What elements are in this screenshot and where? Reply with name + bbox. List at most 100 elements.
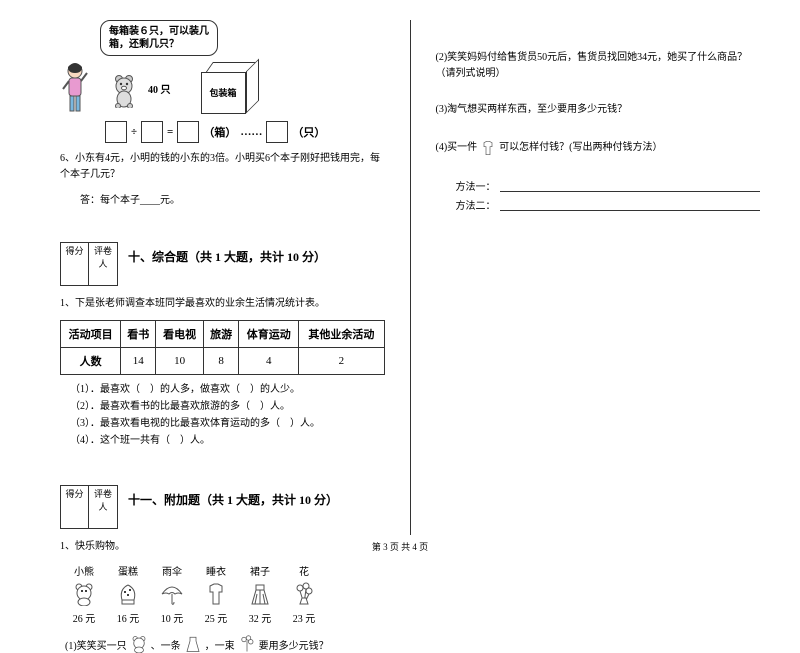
umbrella-icon	[158, 580, 186, 608]
shop-item-pajama: 睡衣 25 元	[202, 563, 230, 625]
score-blank	[89, 271, 117, 285]
item-name: 睡衣	[206, 563, 226, 578]
col-0: 看书	[121, 321, 156, 348]
eq-blank	[141, 121, 163, 143]
right-q2: (2)笑笑妈妈付给售货员50元后，售货员找回她34元，她买了什么商品？（请列式说…	[436, 50, 761, 82]
val-3: 4	[239, 348, 299, 375]
bubble-text: 每箱装６只，可以装几箱，还剩几只？	[109, 26, 209, 50]
q1-part-1: 、一条	[151, 637, 181, 652]
q6-text: 6、小东有4元，小明的钱的小东的3倍。小明买6个本子刚好把钱用完，每个本子几元？	[60, 153, 380, 180]
underline	[500, 180, 761, 192]
val-2: 8	[204, 348, 239, 375]
q1-part-0: (1)笑笑买一只	[65, 637, 127, 652]
question-6: 6、小东有4元，小明的钱的小东的3倍。小明买6个本子刚好把钱用完，每个本子几元？	[60, 151, 385, 183]
item-price: 10 元	[161, 610, 184, 625]
plush-toy-icon	[110, 74, 138, 104]
equation-row: ÷ = （箱） …… （只）	[105, 121, 385, 143]
sub-q-3: （3）．最喜欢看电视的比最喜欢体育运动的多（ ）人。	[70, 415, 385, 432]
score-label-b: 评卷人	[89, 243, 117, 271]
score-blank	[61, 271, 89, 285]
item-name: 雨伞	[162, 563, 182, 578]
score-label-a: 得分	[61, 243, 89, 271]
table-row: 人数 14 10 8 4 2	[61, 348, 385, 375]
item-name: 小熊	[74, 563, 94, 578]
table-row: 活动项目 看书 看电视 旅游 体育运动 其他业余活动	[61, 321, 385, 348]
packing-box-icon: 包装箱	[201, 64, 256, 114]
flower-icon-small	[238, 635, 256, 653]
section-10-intro: 1、下是张老师调查本班同学最喜欢的业余生活情况统计表。	[60, 296, 385, 312]
sub-q-4: （4）．这个班一共有（ ）人。	[70, 432, 385, 449]
method-1: 方法一：	[456, 178, 761, 193]
val-0: 14	[121, 348, 156, 375]
right-q4: (4)买一件 可以怎样付钱？(写出两种付钱方法）	[436, 138, 761, 158]
val-4: 2	[299, 348, 384, 375]
q6-answer: 答：每个本子____元。	[80, 191, 385, 206]
col-3: 体育运动	[239, 321, 299, 348]
method-1-label: 方法一：	[456, 178, 496, 193]
col-4: 其他业余活动	[299, 321, 384, 348]
sub-q-2: （2）．最喜欢看书的比最喜欢旅游的多（ ）人。	[70, 398, 385, 415]
score-grid: 得分 评卷人	[60, 242, 118, 286]
shop-item-bear: 小熊 26 元	[70, 563, 98, 625]
speech-bubble: 每箱装６只，可以装几箱，还剩几只？	[100, 20, 218, 56]
box-label: 包装箱	[209, 86, 236, 99]
unit-box: （箱）	[203, 124, 236, 140]
bear-icon	[70, 580, 98, 608]
shop-grid: 小熊 26 元 蛋糕 16 元 雨伞 10 元	[70, 563, 385, 625]
stats-table: 活动项目 看书 看电视 旅游 体育运动 其他业余活动 人数 14 10 8 4 …	[60, 320, 385, 375]
op-eq: =	[167, 126, 173, 138]
section-11-head: 得分 评卷人 十一、附加题（共 1 大题，共计 10 分）	[60, 467, 385, 531]
col-1: 看电视	[156, 321, 204, 348]
skirt-icon	[246, 580, 274, 608]
col-2: 旅游	[204, 321, 239, 348]
item-price: 32 元	[249, 610, 272, 625]
score-label-a: 得分	[61, 486, 89, 514]
header-label: 活动项目	[61, 321, 121, 348]
item-name: 蛋糕	[118, 563, 138, 578]
section-10-head: 得分 评卷人 十、综合题（共 1 大题，共计 10 分）	[60, 224, 385, 288]
method-2: 方法二：	[456, 197, 761, 212]
shop-item-umbrella: 雨伞 10 元	[158, 563, 186, 625]
item-price: 25 元	[205, 610, 228, 625]
right-q3: (3)淘气想买两样东西，至少要用多少元钱？	[436, 102, 761, 118]
eq-blank	[105, 121, 127, 143]
val-1: 10	[156, 348, 204, 375]
q1-line: (1)笑笑买一只 、一条 ，一束 要用多少元钱？	[65, 635, 385, 653]
score-blank	[89, 514, 117, 528]
section-11-title: 十一、附加题（共 1 大题，共计 10 分）	[128, 491, 338, 508]
pajama-icon	[202, 580, 230, 608]
underline	[500, 199, 761, 211]
score-label-b: 评卷人	[89, 486, 117, 514]
method-2-label: 方法二：	[456, 197, 496, 212]
shop-item-skirt: 裙子 32 元	[246, 563, 274, 625]
q4-before: (4)买一件	[436, 140, 478, 156]
q4-after: 可以怎样付钱？(写出两种付钱方法）	[499, 140, 662, 156]
flower-icon	[290, 580, 318, 608]
item-price: 16 元	[117, 610, 140, 625]
q1-part-3: 要用多少元钱？	[259, 637, 329, 652]
skirt-icon-small	[184, 635, 202, 653]
shop-item-cake: 蛋糕 16 元	[114, 563, 142, 625]
person-icon	[60, 61, 90, 116]
eq-blank	[177, 121, 199, 143]
bear-icon-small	[130, 635, 148, 653]
shop-item-flower: 花 23 元	[290, 563, 318, 625]
item-price: 23 元	[293, 610, 316, 625]
pajama-icon-small	[480, 138, 496, 158]
count-label: 40 只	[148, 81, 171, 96]
dots: ……	[240, 126, 262, 138]
sub-q-1: （1）．最喜欢（ ）的人多，做喜欢（ ）的人少。	[70, 381, 385, 398]
section-10-title: 十、综合题（共 1 大题，共计 10 分）	[128, 248, 326, 265]
item-name: 花	[299, 563, 309, 578]
item-price: 26 元	[73, 610, 96, 625]
q1-part-2: ，一束	[205, 637, 235, 652]
row-label: 人数	[61, 348, 121, 375]
item-name: 裙子	[250, 563, 270, 578]
op-divide: ÷	[131, 126, 137, 138]
scene: 40 只 包装箱	[60, 61, 385, 116]
score-blank	[61, 514, 89, 528]
score-grid: 得分 评卷人	[60, 485, 118, 529]
eq-blank	[266, 121, 288, 143]
unit-remain: （只）	[292, 124, 325, 140]
page-footer: 第 3 页 共 4 页	[0, 540, 800, 553]
